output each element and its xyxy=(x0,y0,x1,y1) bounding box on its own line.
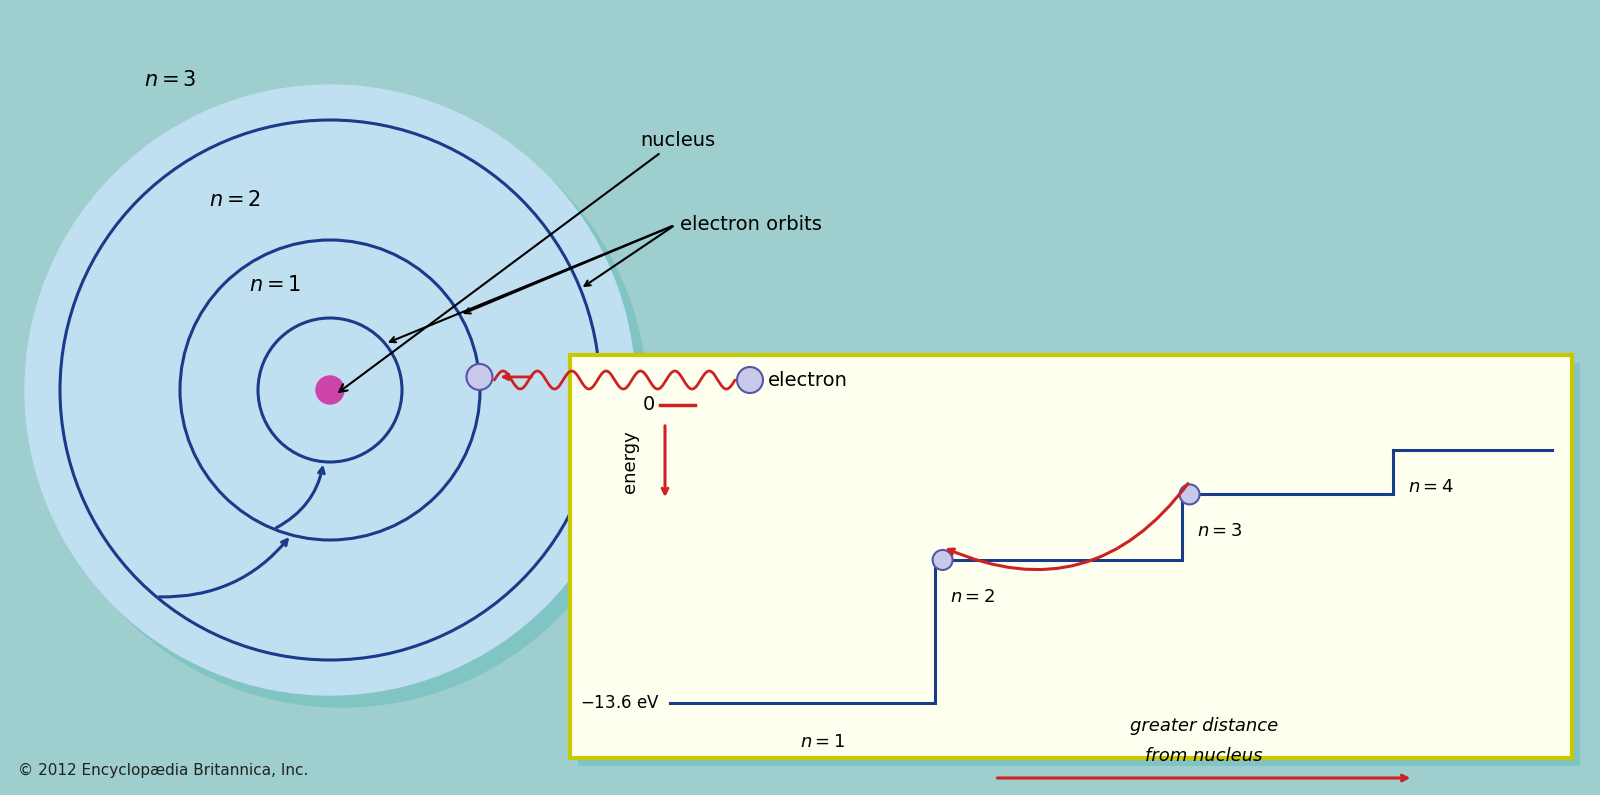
Text: $n = 1$: $n = 1$ xyxy=(250,275,301,295)
Circle shape xyxy=(738,367,763,393)
Text: $n = 4$: $n = 4$ xyxy=(1408,478,1454,496)
Text: $n = 3$: $n = 3$ xyxy=(1197,522,1242,541)
Circle shape xyxy=(317,376,344,404)
Text: electron orbits: electron orbits xyxy=(680,215,822,235)
Text: from nucleus: from nucleus xyxy=(1146,747,1262,765)
Text: $-13.6$ eV: $-13.6$ eV xyxy=(581,694,661,712)
Text: greater distance: greater distance xyxy=(1130,717,1278,735)
Circle shape xyxy=(37,97,646,707)
Circle shape xyxy=(467,364,493,390)
Text: 0: 0 xyxy=(643,395,654,414)
Text: energy: energy xyxy=(621,430,638,493)
Circle shape xyxy=(1179,484,1200,504)
Text: electron: electron xyxy=(768,370,848,390)
Circle shape xyxy=(933,550,952,570)
Text: $n = 1$: $n = 1$ xyxy=(800,733,845,751)
FancyBboxPatch shape xyxy=(570,355,1571,758)
Text: $n = 2$: $n = 2$ xyxy=(949,588,995,606)
Text: © 2012 Encyclopædia Britannica, Inc.: © 2012 Encyclopædia Britannica, Inc. xyxy=(18,763,309,778)
FancyBboxPatch shape xyxy=(578,363,1581,766)
Circle shape xyxy=(26,85,635,695)
Text: nucleus: nucleus xyxy=(339,130,715,392)
Text: $n = 3$: $n = 3$ xyxy=(144,70,197,90)
Text: $n = 2$: $n = 2$ xyxy=(210,190,261,210)
